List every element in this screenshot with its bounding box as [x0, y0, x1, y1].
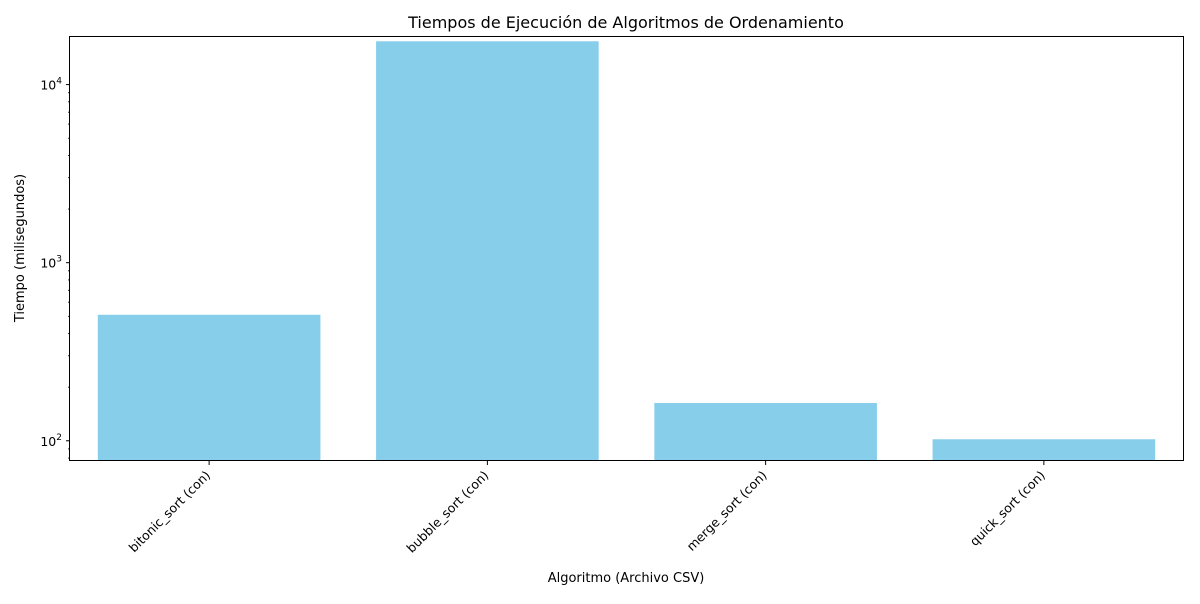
bar	[654, 402, 877, 460]
x-tick-label: quick_sort (con)	[967, 468, 1048, 549]
plot-frame	[69, 36, 1184, 461]
bar	[376, 41, 599, 461]
bars-group	[97, 41, 1156, 461]
bar	[932, 439, 1156, 460]
y-tick-label: 102	[40, 433, 62, 449]
y-tick-label: 103	[40, 255, 62, 271]
chart-title: Tiempos de Ejecución de Algoritmos de Or…	[407, 13, 844, 32]
x-tick-label: bubble_sort (con)	[403, 468, 491, 556]
x-tick-label: bitonic_sort (con)	[126, 468, 214, 556]
x-axis-ticks: bitonic_sort (con) bubble_sort (con) merge…	[126, 460, 1048, 556]
y-axis-label: Tiempo (milisegundos)	[13, 174, 28, 323]
x-tick-label: merge_sort (con)	[683, 468, 769, 554]
y-axis-ticks: 102 103 104	[40, 77, 70, 459]
bar	[97, 314, 321, 460]
y-tick-label: 104	[40, 77, 62, 93]
x-axis-label: Algoritmo (Archivo CSV)	[548, 571, 705, 586]
